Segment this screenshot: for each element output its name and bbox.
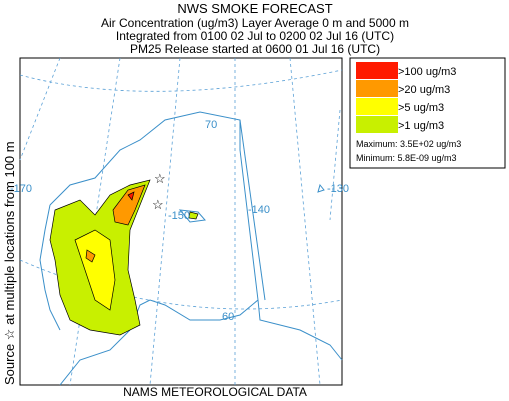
- header-line: Air Concentration (ug/m3) Layer Average …: [101, 16, 409, 30]
- footer: NAMS METEOROLOGICAL DATA: [123, 385, 307, 399]
- title: NWS SMOKE FORECAST: [177, 1, 332, 16]
- header-line: Integrated from 0100 02 Jul to 0200 02 J…: [116, 29, 394, 43]
- source-star: ☆: [152, 197, 164, 212]
- map-label: -150: [168, 210, 190, 222]
- smoke-plume: [49, 179, 199, 336]
- legend-label: >100 ug/m3: [398, 66, 456, 78]
- legend-label: >1 ug/m3: [398, 120, 444, 132]
- map-label: 70: [205, 119, 217, 131]
- map-label: -140: [248, 204, 270, 216]
- stat-text: Minimum: 5.8E-09 ug/m3: [356, 153, 457, 163]
- side-label: Source ☆ at multiple locations from 100 …: [2, 141, 17, 385]
- graticule: [19, 57, 343, 386]
- legend-swatch: [356, 98, 398, 115]
- legend-swatch: [356, 116, 398, 133]
- legend-label: >5 ug/m3: [398, 102, 444, 114]
- legend-label: >20 ug/m3: [398, 84, 450, 96]
- header-line: PM25 Release started at 0600 01 Jul 16 (…: [130, 42, 380, 56]
- map-label: 60: [222, 311, 234, 323]
- map-label: -130: [327, 183, 349, 195]
- source-star: ☆: [154, 171, 166, 186]
- coastline: [39, 111, 343, 386]
- stat-text: Maximum: 3.5E+02 ug/m3: [356, 139, 461, 149]
- legend-swatch: [356, 80, 398, 97]
- legend: >100 ug/m3 >20 ug/m3 >5 ug/m3 >1 ug/m3 Maxim…: [349, 57, 506, 169]
- map-label: -170: [10, 183, 32, 195]
- map: ☆ ☆ -170 70 -150 -140 -130 60: [10, 57, 349, 386]
- legend-swatch: [356, 62, 398, 79]
